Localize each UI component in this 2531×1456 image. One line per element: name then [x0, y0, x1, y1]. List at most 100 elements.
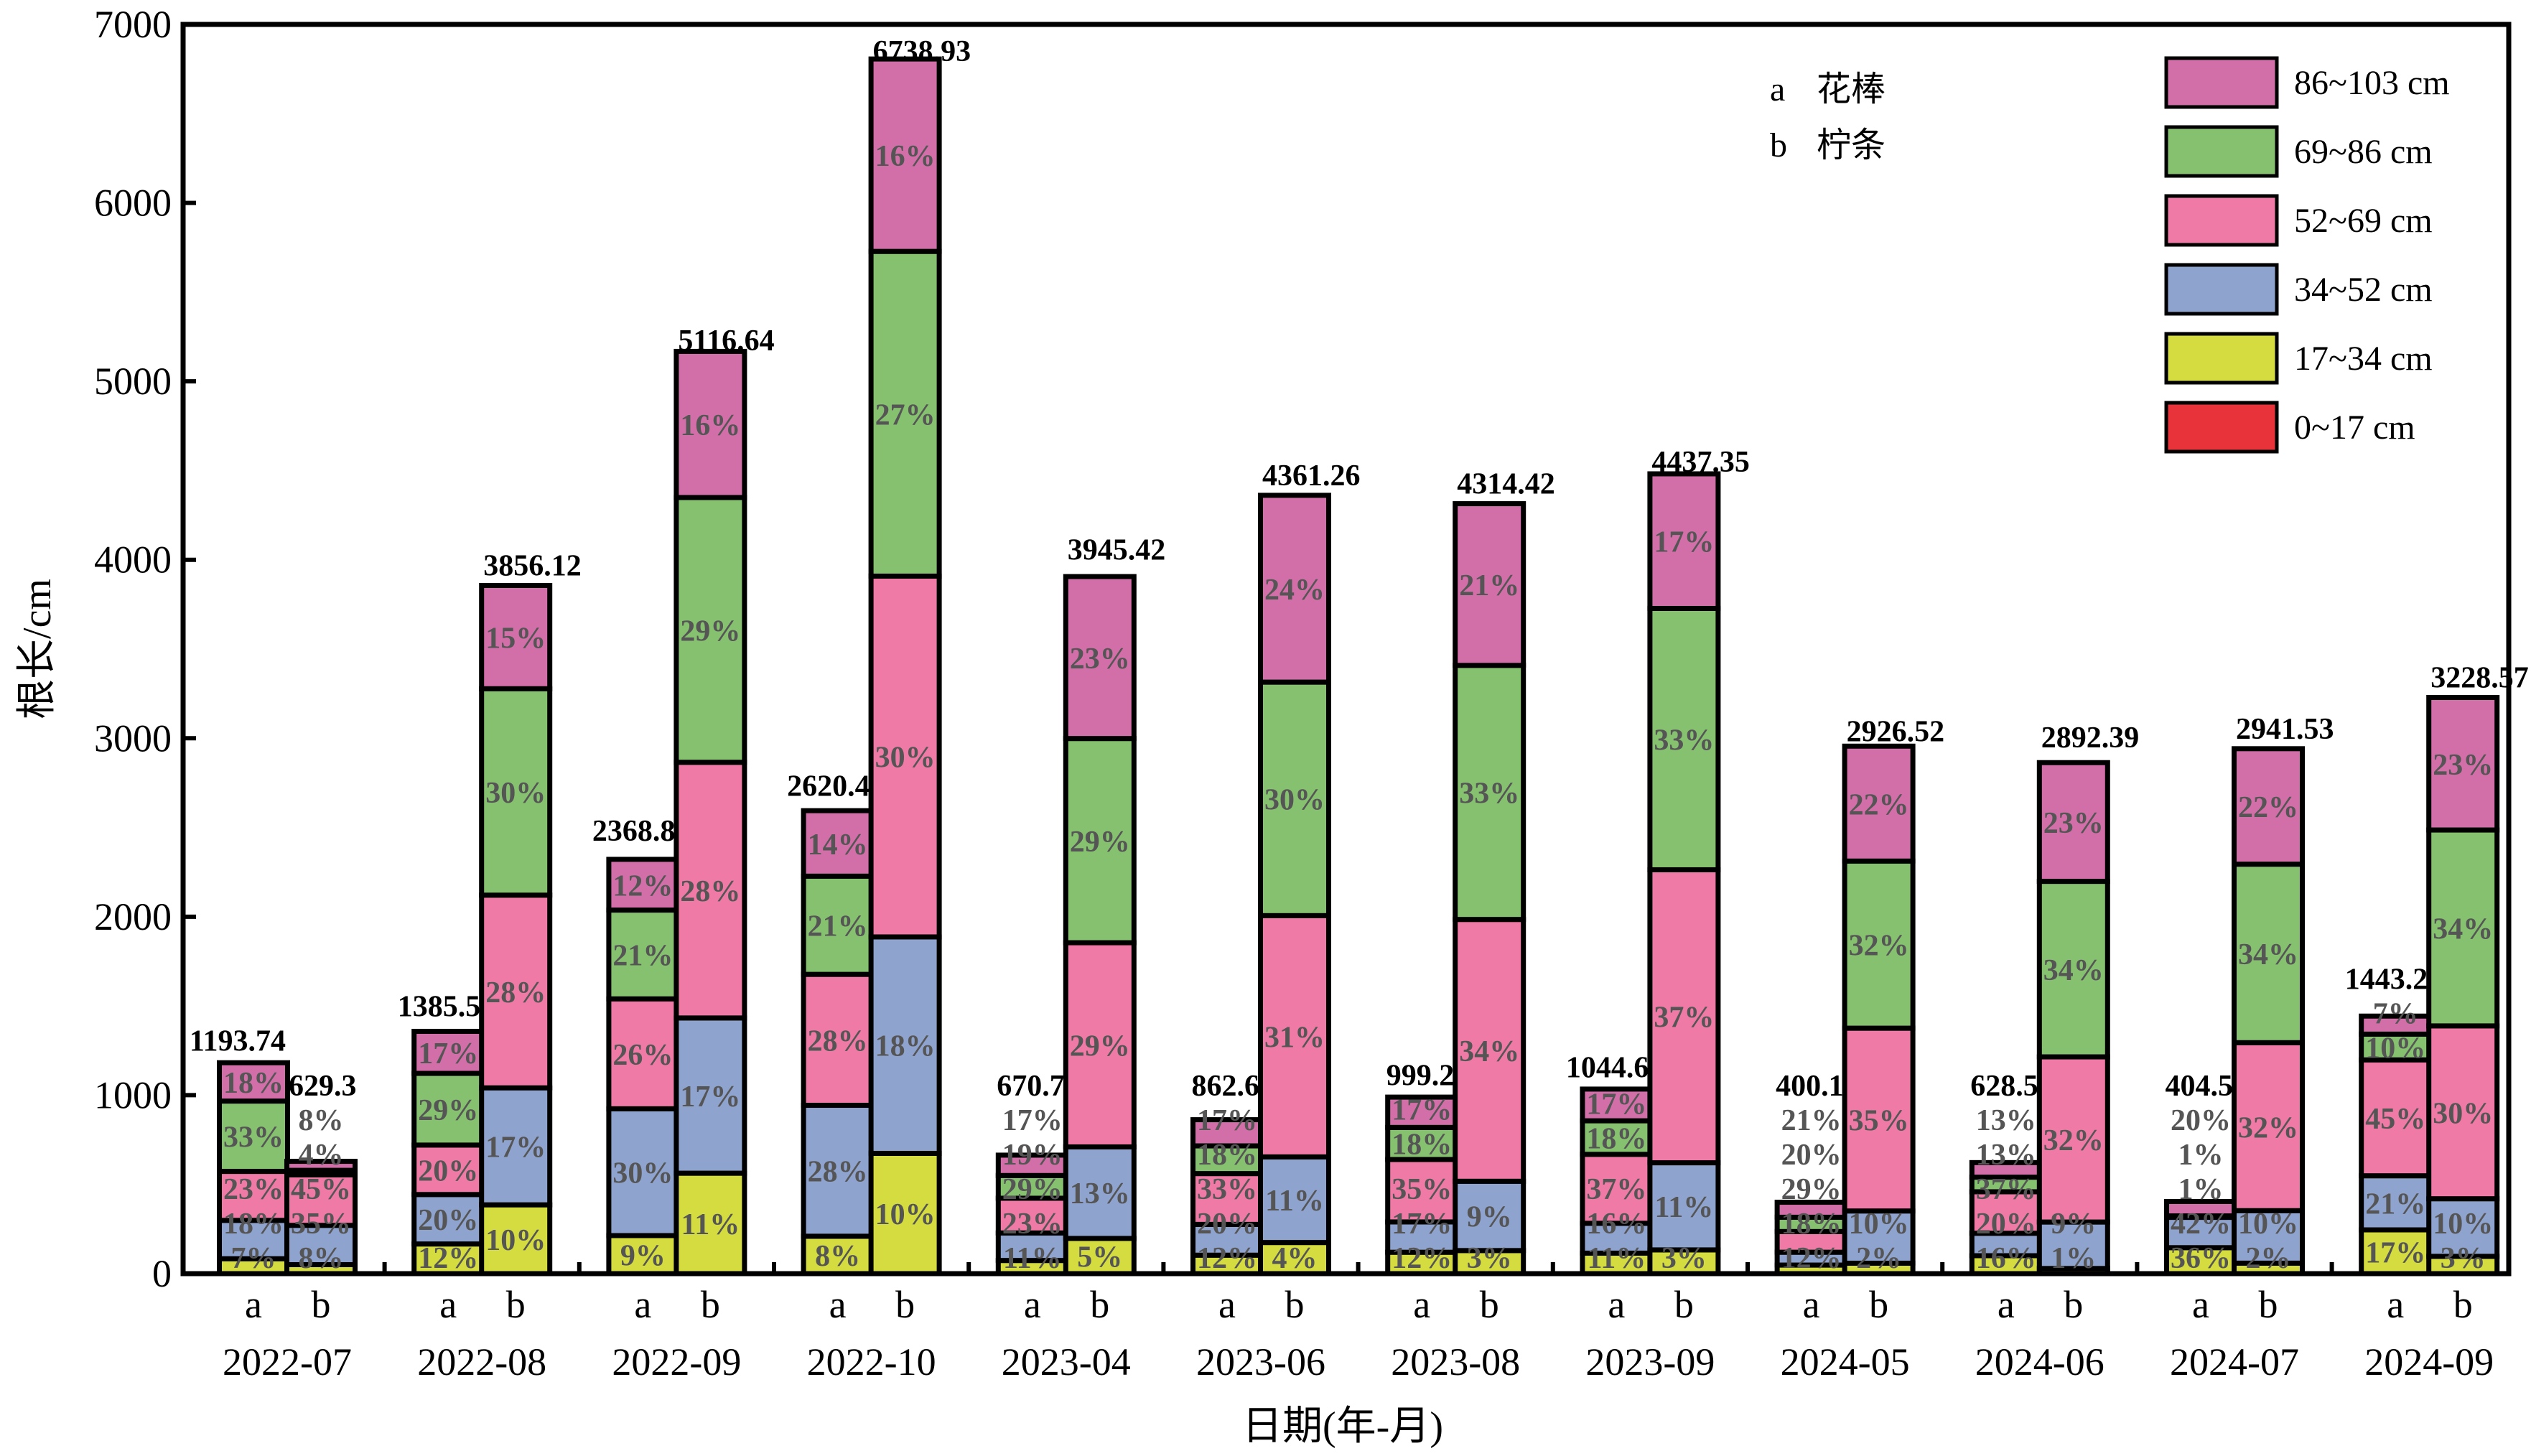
percent-label: 36%	[2171, 1242, 2231, 1275]
bar-segment	[2426, 694, 2500, 833]
percent-label: 29%	[1781, 1173, 1842, 1206]
bar-segment	[868, 56, 942, 254]
total-label: 4361.26	[1262, 459, 1361, 493]
bar-segment	[2036, 760, 2110, 885]
percent-label: 33%	[1197, 1173, 1257, 1206]
x-tick-label: 2023-08	[1391, 1340, 1520, 1383]
y-tick-label: 5000	[94, 360, 172, 403]
percent-label: 29%	[1070, 826, 1130, 859]
bar-key-label: a	[439, 1283, 457, 1326]
total-label: 1443.2	[2345, 963, 2428, 996]
x-tick-label: 2022-10	[807, 1340, 936, 1383]
percent-label: 13%	[1976, 1104, 2036, 1137]
percent-label: 37%	[1976, 1173, 2036, 1206]
bar-segment	[1453, 501, 1526, 668]
percent-label: 16%	[1976, 1242, 2036, 1275]
percent-label: 33%	[1654, 724, 1714, 757]
percent-label: 3%	[1661, 1242, 1707, 1275]
percent-label: 33%	[1459, 778, 1519, 811]
percent-label: 30%	[875, 742, 936, 775]
plot-frame	[180, 22, 2512, 1277]
bar-segment	[2426, 827, 2500, 1029]
percent-label: 12%	[612, 869, 673, 902]
percent-label: 17%	[1197, 1104, 1257, 1137]
total-label: 1044.6	[1566, 1051, 1649, 1084]
total-label: 5116.64	[678, 325, 774, 358]
bar-key-label: a	[2192, 1283, 2209, 1326]
bar-segment	[1063, 574, 1137, 742]
bar-segment	[479, 892, 553, 1091]
percent-label: 15%	[485, 622, 546, 655]
bar-key-label: a	[1218, 1283, 1236, 1326]
x-tick-label: 2023-04	[1002, 1340, 1131, 1383]
percent-label: 9%	[620, 1240, 666, 1273]
bar-key-label: a	[2387, 1283, 2404, 1326]
legend-swatch	[2164, 263, 2279, 316]
x-tick-label: 2022-09	[612, 1340, 741, 1383]
bar-segment	[1842, 858, 1916, 1031]
bar-segment	[673, 1170, 747, 1277]
bar-segment	[217, 1060, 290, 1104]
percent-label: 13%	[1976, 1139, 2036, 1172]
bars-layer	[217, 56, 2500, 1277]
percent-label: 23%	[2043, 807, 2104, 840]
x-tick-label: 2024-06	[1975, 1340, 2104, 1383]
total-label: 3228.57	[2430, 661, 2529, 694]
percent-label: 7%	[2373, 997, 2418, 1030]
y-tick-label: 6000	[94, 182, 172, 225]
percent-label: 35%	[1392, 1173, 1452, 1206]
bar-segment	[1063, 736, 1137, 946]
bar-segment	[673, 760, 747, 1021]
bar-segment	[1580, 1086, 1654, 1124]
percent-label: 32%	[2043, 1124, 2104, 1157]
percent-label: 2%	[1856, 1242, 1901, 1275]
bar-key-label: a	[1024, 1283, 1041, 1326]
percent-label: 23%	[1070, 643, 1130, 676]
percent-label: 22%	[1849, 788, 1909, 821]
bar-segment	[284, 1223, 358, 1267]
bar-segment	[801, 808, 875, 879]
total-label: 2620.4	[787, 770, 870, 803]
bar-segment	[1258, 1154, 1331, 1246]
bar-segment	[1647, 605, 1721, 872]
bar-segment	[868, 248, 942, 579]
bar-key-label: b	[1285, 1283, 1305, 1326]
bar-segment	[606, 857, 680, 913]
percent-label: 20%	[1197, 1208, 1257, 1241]
total-label: 629.3	[289, 1070, 357, 1103]
x-tick-label: 2024-05	[1781, 1340, 1910, 1383]
bar-key-label: b	[1480, 1283, 1499, 1326]
percent-label: 42%	[2171, 1208, 2231, 1241]
total-label: 400.1	[1776, 1070, 1844, 1103]
total-label: 999.2	[1386, 1060, 1455, 1093]
percent-label: 23%	[223, 1173, 284, 1206]
bar-segment	[411, 1142, 485, 1198]
species-key: a	[1770, 70, 1785, 108]
bar-segment	[1647, 471, 1721, 611]
bar-segment	[2426, 1196, 2500, 1259]
y-tick-label: 7000	[94, 3, 172, 46]
bar-segment	[1969, 1189, 2043, 1236]
bar-segment	[479, 686, 553, 898]
percent-label: 9%	[2051, 1208, 2096, 1241]
bar-segment	[1258, 679, 1331, 918]
percent-label: 3%	[2441, 1242, 2486, 1275]
bar-key-label: b	[1674, 1283, 1694, 1326]
bar-segment	[284, 1172, 358, 1228]
percent-label: 32%	[1849, 930, 1909, 963]
percent-label: 21%	[1459, 569, 1519, 602]
bar-segment	[673, 1015, 747, 1176]
percent-label: 21%	[1781, 1104, 1842, 1137]
bar-segment	[2232, 1040, 2305, 1213]
bar-key-label: b	[895, 1283, 915, 1326]
percent-label: 8%	[299, 1104, 344, 1137]
percent-label: 21%	[2365, 1187, 2425, 1221]
percent-label: 8%	[299, 1242, 344, 1275]
percent-label: 24%	[1264, 574, 1325, 607]
percent-label: 29%	[680, 615, 740, 648]
percent-label: 13%	[1070, 1177, 1130, 1210]
bar-segment	[479, 1202, 553, 1277]
percent-label: 16%	[680, 409, 740, 442]
